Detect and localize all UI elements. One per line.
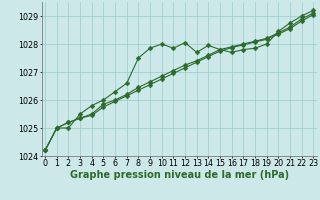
X-axis label: Graphe pression niveau de la mer (hPa): Graphe pression niveau de la mer (hPa) [70, 170, 289, 180]
